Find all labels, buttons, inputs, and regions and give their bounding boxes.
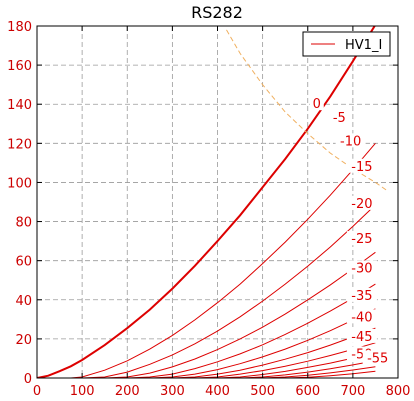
- y-tick-label: 20: [15, 333, 32, 348]
- y-tick-label: 180: [7, 20, 32, 35]
- curve-labels: 0-5-10-15-20-25-30-35-40-45-50-55: [309, 96, 393, 366]
- curve-label: -35: [351, 289, 372, 304]
- x-tick-label: 400: [205, 384, 230, 399]
- axis-ticks: 0 100 200 300 400 500 600 700 800 0 20 40 60 80 100 120…: [7, 20, 410, 399]
- plate-curve-line: [37, 251, 376, 378]
- curve-label: -40: [351, 310, 372, 325]
- plate-curve-line: [37, 366, 376, 378]
- plate-curve-line: [37, 26, 376, 378]
- curve-label-bg: [362, 350, 393, 365]
- legend: HV1_I: [302, 31, 391, 57]
- curve-label: -20: [351, 197, 372, 212]
- dissipation-line: [226, 29, 387, 191]
- curve-label-bg: [346, 309, 377, 324]
- curve-label: -5: [333, 111, 346, 126]
- x-tick-label: 0: [33, 384, 41, 399]
- x-tick-label: 200: [115, 384, 140, 399]
- curve-label-bg: [346, 287, 377, 302]
- curve-label: -10: [340, 134, 361, 149]
- plate-curve-line: [37, 142, 376, 378]
- y-tick-label: 40: [15, 294, 32, 309]
- x-tick-label: 600: [295, 384, 320, 399]
- chart-title: RS282: [191, 3, 243, 22]
- y-tick-label: 0: [24, 372, 32, 387]
- plate-curve-line: [37, 204, 376, 378]
- legend-label: HV1_I: [345, 38, 382, 53]
- curve-label: -30: [351, 261, 372, 276]
- x-tick-label: 800: [386, 384, 411, 399]
- x-tick-label: 700: [340, 384, 365, 399]
- x-tick-label: 500: [250, 384, 275, 399]
- curve-label-bg: [328, 109, 351, 124]
- curve-label: -55: [367, 351, 388, 366]
- plate-curve-line: [37, 308, 376, 378]
- curve-label-bg: [346, 231, 377, 246]
- curve-label-bg: [346, 158, 377, 173]
- y-tick-label: 100: [7, 176, 32, 191]
- curve-label: -15: [351, 160, 372, 175]
- curve-label-bg: [309, 96, 324, 111]
- plate-curve-line: [37, 342, 376, 378]
- curve-label: 0: [313, 97, 321, 112]
- x-tick-label: 100: [70, 384, 95, 399]
- y-tick-label: 80: [15, 216, 32, 231]
- plate-curve-line: [37, 352, 376, 378]
- curve-label-bg: [346, 328, 377, 343]
- curve-label: -25: [351, 232, 372, 247]
- y-tick-label: 140: [7, 98, 32, 113]
- curve-label-bg: [346, 260, 377, 275]
- curve-label-bg: [346, 195, 377, 210]
- plate-curve-line: [37, 360, 376, 378]
- dissipation-curve: [226, 29, 387, 191]
- y-tick-label: 160: [7, 59, 32, 74]
- curve-label: -45: [351, 330, 372, 345]
- plate-curve-line: [37, 370, 376, 378]
- y-tick-label: 60: [15, 255, 32, 270]
- curve-label-bg: [335, 133, 366, 148]
- x-tick-label: 300: [160, 384, 185, 399]
- y-tick-label: 120: [7, 137, 32, 152]
- plate-curve-line: [37, 283, 376, 378]
